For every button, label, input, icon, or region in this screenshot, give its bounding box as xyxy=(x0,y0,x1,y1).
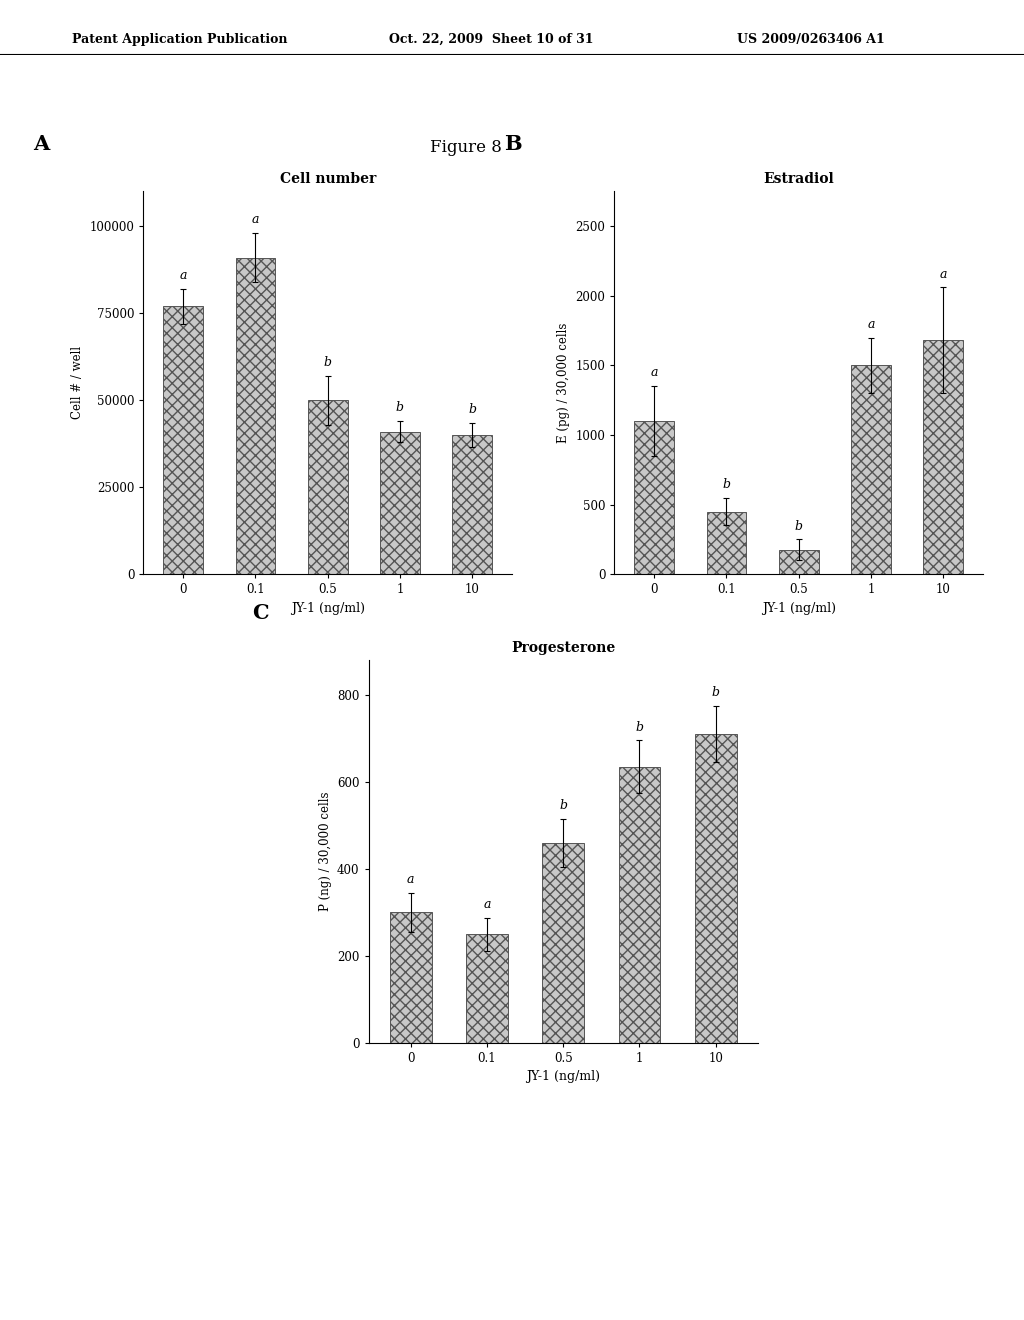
Bar xyxy=(618,767,660,1043)
Bar xyxy=(466,935,508,1043)
X-axis label: JY-1 (ng/ml): JY-1 (ng/ml) xyxy=(526,1071,600,1084)
Bar xyxy=(389,912,431,1043)
Bar xyxy=(543,842,584,1043)
Y-axis label: P (ng) / 30,000 cells: P (ng) / 30,000 cells xyxy=(318,792,332,911)
Text: b: b xyxy=(712,686,720,698)
X-axis label: JY-1 (ng/ml): JY-1 (ng/ml) xyxy=(762,602,836,615)
Text: B: B xyxy=(504,135,521,154)
X-axis label: JY-1 (ng/ml): JY-1 (ng/ml) xyxy=(291,602,365,615)
Bar xyxy=(695,734,737,1043)
Y-axis label: Cell # / well: Cell # / well xyxy=(71,346,84,420)
Bar xyxy=(308,400,347,574)
Title: Progesterone: Progesterone xyxy=(511,640,615,655)
Text: b: b xyxy=(636,721,643,734)
Text: Oct. 22, 2009  Sheet 10 of 31: Oct. 22, 2009 Sheet 10 of 31 xyxy=(389,33,594,46)
Text: a: a xyxy=(650,367,657,379)
Text: b: b xyxy=(396,401,403,414)
Text: C: C xyxy=(252,602,268,623)
Bar xyxy=(779,550,818,574)
Text: b: b xyxy=(324,356,332,370)
Text: a: a xyxy=(407,873,415,886)
Y-axis label: E (pg) / 30,000 cells: E (pg) / 30,000 cells xyxy=(557,322,570,444)
Text: Patent Application Publication: Patent Application Publication xyxy=(72,33,287,46)
Bar xyxy=(707,512,746,574)
Text: a: a xyxy=(867,318,874,331)
Text: b: b xyxy=(559,799,567,812)
Bar xyxy=(163,306,203,574)
Text: a: a xyxy=(179,269,186,282)
Bar xyxy=(924,341,964,574)
Text: b: b xyxy=(723,478,730,491)
Bar xyxy=(380,432,420,574)
Text: a: a xyxy=(940,268,947,281)
Bar xyxy=(236,257,275,574)
Title: Estradiol: Estradiol xyxy=(763,172,835,186)
Title: Cell number: Cell number xyxy=(280,172,376,186)
Text: a: a xyxy=(483,898,490,911)
Text: A: A xyxy=(33,135,49,154)
Text: b: b xyxy=(468,403,476,416)
Text: a: a xyxy=(252,214,259,226)
Bar xyxy=(634,421,674,574)
Bar xyxy=(453,436,493,574)
Text: Figure 8: Figure 8 xyxy=(430,139,502,156)
Text: US 2009/0263406 A1: US 2009/0263406 A1 xyxy=(737,33,885,46)
Bar xyxy=(851,366,891,574)
Text: b: b xyxy=(795,520,803,532)
